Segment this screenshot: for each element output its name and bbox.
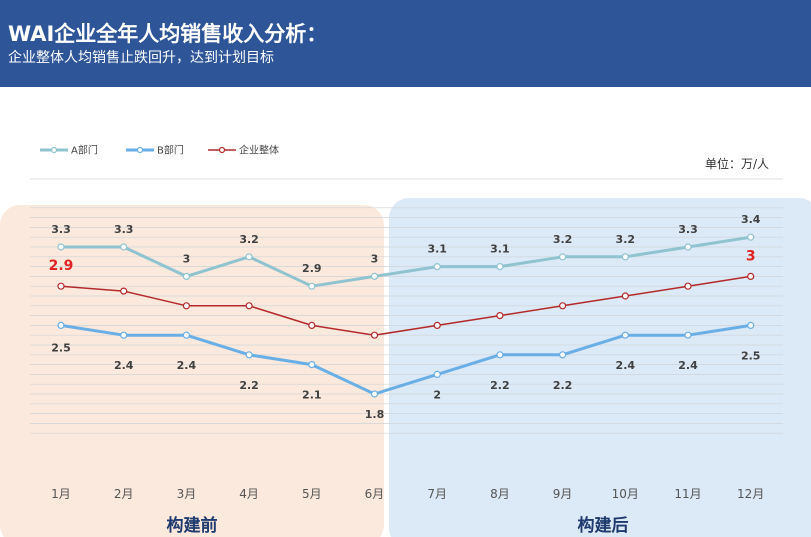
- series-a-data-label: 3.2: [553, 233, 573, 246]
- series-b-point: [496, 351, 504, 359]
- series-a-point: [558, 253, 567, 261]
- series-b-line: [60, 323, 751, 396]
- series-b-data-label: 2.4: [678, 359, 698, 372]
- series-a-point: [621, 253, 629, 261]
- series-b-data-label: 1.8: [365, 408, 385, 421]
- period-label-after: 构建后: [578, 515, 629, 536]
- series-a-point: [308, 282, 316, 290]
- series-total-point: [684, 282, 692, 290]
- legend-label-1: A部门: [71, 144, 98, 157]
- series-b-data-label: 2.2: [239, 379, 259, 392]
- series-a-point: [57, 243, 65, 251]
- x-tick-label: 1月: [51, 487, 71, 501]
- series-total-point: [496, 312, 504, 320]
- series-total-point: [433, 321, 441, 329]
- series-b-data-label: 2.2: [490, 379, 510, 392]
- x-tick-label: 11月: [674, 487, 701, 501]
- series-a-point: [433, 263, 441, 271]
- series-a-data-label: 3.1: [427, 243, 447, 256]
- series-a-point: [245, 253, 253, 261]
- series-a-data-label: 3.3: [51, 223, 71, 236]
- series-a-data-label: 3: [183, 252, 191, 265]
- x-tick-label: 2月: [114, 487, 134, 501]
- series-a-point: [496, 263, 504, 271]
- series-a-line: [61, 235, 751, 288]
- x-tick-label: 6月: [365, 487, 385, 501]
- series-b-point: [57, 321, 65, 329]
- x-tick-label: 7月: [427, 487, 447, 501]
- series-b-point: [747, 321, 755, 329]
- series-b-data-label: 2.4: [114, 359, 134, 372]
- series-total-point: [558, 302, 567, 310]
- series-b-point: [245, 351, 253, 359]
- series-total-line: [60, 275, 751, 336]
- legend-marker-1: [50, 146, 58, 154]
- period-before-background: [0, 205, 384, 537]
- series-b-point: [558, 351, 567, 359]
- series-b-data-label: 2.5: [741, 349, 761, 362]
- legend-label-2: B部门: [157, 144, 184, 157]
- series-a-point: [684, 243, 692, 251]
- series-total-point: [57, 282, 65, 290]
- series-b-point: [120, 331, 128, 339]
- series-a-point: [370, 272, 379, 280]
- series-total-data-label-first: 2.9: [49, 258, 74, 274]
- series-b-data-label: 2.2: [553, 379, 573, 392]
- header-banner: WAI企业全年人均销售收入分析： 企业整体人均销售止跌回升，达到计划目标: [0, 0, 811, 87]
- series-a-point: [182, 272, 190, 280]
- series-a-data-label: 3.2: [239, 233, 259, 246]
- series-a-data-label: 3.2: [616, 233, 636, 246]
- x-tick-label: 8月: [490, 487, 510, 501]
- series-b-data-label: 2.4: [616, 359, 636, 372]
- x-tick-label: 5月: [302, 487, 322, 501]
- series-a-data-label: 2.9: [302, 262, 322, 275]
- x-tick-label: 12月: [737, 487, 764, 501]
- series-a-data-label: 3.1: [490, 243, 510, 256]
- series-b-data-label: 2.1: [302, 389, 322, 402]
- page-subtitle: 企业整体人均销售止跌回升，达到计划目标: [8, 50, 274, 66]
- series-total-point: [245, 302, 253, 310]
- period-label-before: 构建前: [167, 515, 218, 536]
- legend-label-3: 企业整体: [239, 144, 279, 157]
- series-a-data-label: 3.4: [741, 213, 761, 226]
- series-b-point: [684, 331, 692, 339]
- page-title: WAI企业全年人均销售收入分析：: [8, 22, 328, 46]
- series-total-point: [621, 292, 629, 300]
- series-b-data-label: 2.4: [177, 359, 197, 372]
- series-total-point: [747, 272, 755, 280]
- chart-area: A部门 B部门 企业整体单位：万/人 3.3 3.3 3 3.2 2.9 3 3.1 3.1 3.2 3…: [0, 87, 811, 537]
- unit-label: 单位：万/人: [705, 156, 769, 171]
- x-tick-label: 9月: [553, 487, 573, 501]
- series-b-point: [182, 331, 190, 339]
- series-total-data-label-last: 3: [746, 248, 756, 264]
- series-b-data-label: 2: [433, 388, 441, 401]
- series-b-data-label: 2.5: [51, 341, 71, 354]
- series-total-point: [308, 321, 316, 329]
- x-tick-label: 10月: [612, 487, 639, 501]
- series-total-point: [120, 287, 128, 295]
- series-a-point: [747, 233, 755, 241]
- series-b-point: [621, 331, 629, 339]
- x-tick-label: 4月: [239, 487, 259, 501]
- series-a-data-label: 3.3: [114, 223, 134, 236]
- series-total-point: [370, 331, 379, 339]
- series-b-point: [308, 361, 316, 369]
- legend-marker-3: [218, 146, 226, 154]
- x-tick-label: 3月: [177, 487, 197, 501]
- series-a-point: [120, 243, 128, 251]
- series-a-data-label: 3.3: [678, 223, 698, 236]
- series-b-point: [433, 370, 441, 378]
- series-total-point: [182, 302, 190, 310]
- legend-marker-2: [136, 146, 144, 154]
- series-b-point: [370, 390, 379, 398]
- series-a-data-label: 3: [371, 252, 379, 265]
